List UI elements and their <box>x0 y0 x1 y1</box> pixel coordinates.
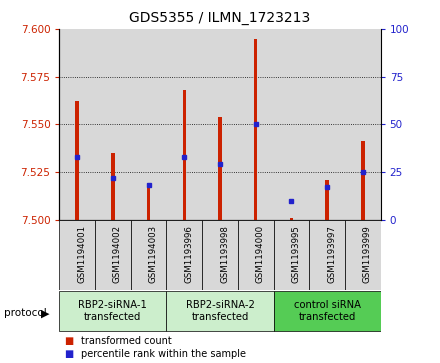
Text: GSM1193997: GSM1193997 <box>327 225 336 283</box>
Text: percentile rank within the sample: percentile rank within the sample <box>81 349 246 359</box>
Bar <box>345 29 381 220</box>
Text: GSM1193995: GSM1193995 <box>291 225 301 283</box>
Bar <box>218 117 222 220</box>
Text: GSM1194000: GSM1194000 <box>256 225 265 284</box>
Text: RBP2-siRNA-1
transfected: RBP2-siRNA-1 transfected <box>78 301 147 322</box>
Text: GSM1194003: GSM1194003 <box>149 225 158 284</box>
Bar <box>361 142 364 220</box>
Text: ■: ■ <box>64 336 73 346</box>
Bar <box>147 183 150 220</box>
Bar <box>202 220 238 290</box>
Bar <box>238 220 274 290</box>
Text: GSM1194001: GSM1194001 <box>77 225 86 284</box>
Bar <box>345 220 381 290</box>
Bar <box>111 153 115 220</box>
Bar <box>254 38 257 220</box>
Bar <box>274 291 381 331</box>
Bar <box>309 29 345 220</box>
Bar <box>238 29 274 220</box>
Bar <box>59 220 95 290</box>
Bar <box>309 220 345 290</box>
Bar <box>76 101 79 220</box>
Bar <box>166 291 274 331</box>
Bar <box>202 29 238 220</box>
Bar <box>95 220 131 290</box>
Text: GSM1193996: GSM1193996 <box>184 225 193 283</box>
Bar <box>131 220 166 290</box>
Bar <box>274 220 309 290</box>
Text: control siRNA
transfected: control siRNA transfected <box>293 301 360 322</box>
Text: RBP2-siRNA-2
transfected: RBP2-siRNA-2 transfected <box>186 301 254 322</box>
Bar <box>290 218 293 220</box>
Bar <box>166 220 202 290</box>
Bar <box>59 29 95 220</box>
Bar <box>59 291 166 331</box>
Text: ■: ■ <box>64 349 73 359</box>
Text: ▶: ▶ <box>41 308 49 318</box>
Text: transformed count: transformed count <box>81 336 172 346</box>
Bar <box>274 29 309 220</box>
Title: GDS5355 / ILMN_1723213: GDS5355 / ILMN_1723213 <box>129 11 311 25</box>
Text: GSM1193999: GSM1193999 <box>363 225 372 283</box>
Text: protocol: protocol <box>4 308 47 318</box>
Bar <box>95 29 131 220</box>
Bar <box>183 90 186 220</box>
Bar <box>166 29 202 220</box>
Bar <box>131 29 166 220</box>
Bar <box>325 180 329 220</box>
Text: GSM1194002: GSM1194002 <box>113 225 122 284</box>
Text: GSM1193998: GSM1193998 <box>220 225 229 283</box>
